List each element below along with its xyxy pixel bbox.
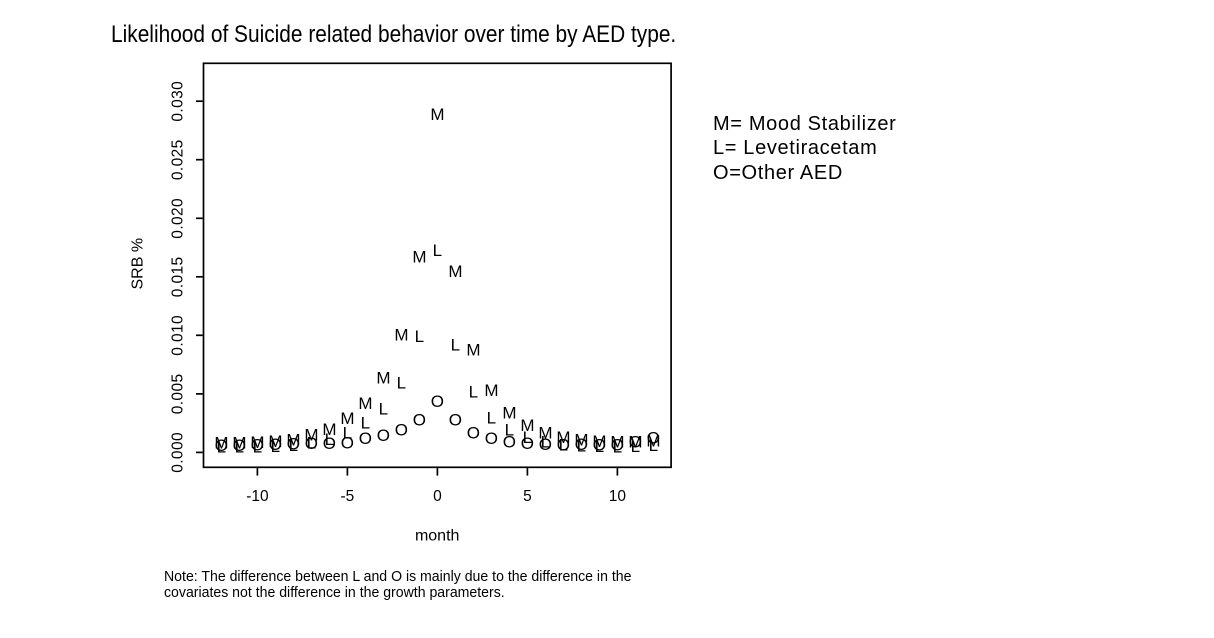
svg-text:M: M — [322, 420, 336, 439]
svg-text:L: L — [235, 438, 244, 457]
svg-text:-10: -10 — [246, 488, 269, 505]
svg-text:O: O — [575, 435, 588, 454]
svg-text:M: M — [250, 433, 264, 452]
svg-text:L: L — [487, 408, 496, 427]
svg-text:M: M — [232, 433, 246, 452]
svg-text:L: L — [253, 437, 262, 456]
svg-text:O: O — [503, 432, 516, 451]
svg-text:O: O — [323, 434, 336, 453]
svg-text:L: L — [505, 420, 514, 439]
svg-text:M: M — [358, 394, 372, 413]
svg-text:M: M — [376, 369, 390, 388]
svg-text:M: M — [412, 247, 426, 266]
svg-text:O: O — [647, 428, 660, 447]
svg-text:O: O — [233, 436, 246, 455]
svg-text:O: O — [485, 429, 498, 448]
svg-text:L: L — [307, 434, 316, 453]
svg-text:O: O — [341, 434, 354, 453]
svg-text:L: L — [523, 428, 532, 447]
svg-text:O: O — [395, 420, 408, 439]
svg-text:O: O — [359, 429, 372, 448]
svg-text:M: M — [448, 262, 462, 281]
svg-text:O: O — [215, 436, 228, 455]
svg-text:0.010: 0.010 — [170, 315, 187, 356]
svg-text:L: L — [541, 433, 550, 452]
svg-text:O: O — [287, 434, 300, 453]
svg-text:M: M — [340, 409, 354, 428]
svg-text:O: O — [629, 432, 642, 451]
svg-text:0: 0 — [433, 488, 442, 505]
svg-text:O: O — [539, 435, 552, 454]
svg-text:M: M — [214, 434, 228, 453]
svg-text:L: L — [415, 327, 424, 346]
svg-text:O: O — [377, 426, 390, 445]
svg-text:O: O — [611, 435, 624, 454]
svg-text:L: L — [649, 436, 658, 455]
svg-text:0.015: 0.015 — [170, 256, 187, 297]
svg-text:10: 10 — [609, 488, 627, 505]
svg-text:O: O — [467, 424, 480, 443]
svg-text:L: L — [631, 437, 640, 456]
svg-text:L: L — [397, 374, 406, 393]
svg-text:M: M — [574, 431, 588, 450]
svg-text:M: M — [502, 404, 516, 423]
svg-text:O: O — [305, 434, 318, 453]
svg-text:L: L — [289, 436, 298, 455]
svg-text:M: M — [556, 428, 570, 447]
svg-text:0.025: 0.025 — [170, 139, 187, 180]
svg-text:0.005: 0.005 — [170, 374, 187, 415]
svg-text:M: M — [538, 424, 552, 443]
svg-text:L: L — [217, 438, 226, 457]
svg-text:M: M — [394, 325, 408, 344]
svg-text:M: M — [304, 425, 318, 444]
svg-text:M: M — [610, 433, 624, 452]
svg-text:M: M — [628, 432, 642, 451]
svg-text:L: L — [271, 437, 280, 456]
svg-text:M: M — [466, 341, 480, 360]
svg-text:L: L — [451, 336, 460, 355]
svg-text:L: L — [577, 437, 586, 456]
svg-text:O: O — [557, 436, 570, 455]
svg-text:L: L — [325, 430, 334, 449]
svg-text:O: O — [431, 392, 444, 411]
svg-text:L: L — [613, 437, 622, 456]
svg-text:0.000: 0.000 — [170, 432, 187, 473]
svg-text:O: O — [521, 434, 534, 453]
svg-text:M: M — [268, 432, 282, 451]
svg-text:month: month — [415, 528, 459, 545]
svg-text:M: M — [484, 381, 498, 400]
svg-text:M: M — [592, 432, 606, 451]
svg-text:O: O — [251, 435, 264, 454]
svg-text:L: L — [559, 435, 568, 454]
svg-text:SRB %: SRB % — [130, 238, 147, 290]
svg-text:0.030: 0.030 — [170, 81, 187, 122]
svg-text:O: O — [269, 435, 282, 454]
svg-text:0.020: 0.020 — [170, 198, 187, 239]
svg-text:M: M — [286, 430, 300, 449]
svg-text:M: M — [430, 105, 444, 124]
svg-text:L: L — [379, 400, 388, 419]
svg-text:O: O — [413, 411, 426, 430]
svg-text:L: L — [469, 383, 478, 402]
svg-text:M: M — [520, 416, 534, 435]
svg-text:L: L — [343, 424, 352, 443]
svg-text:M: M — [646, 432, 660, 451]
svg-text:O: O — [593, 436, 606, 455]
svg-text:-5: -5 — [341, 488, 355, 505]
svg-text:L: L — [361, 414, 370, 433]
svg-text:5: 5 — [523, 488, 532, 505]
svg-text:O: O — [449, 410, 462, 429]
svg-text:L: L — [595, 437, 604, 456]
svg-text:L: L — [433, 241, 442, 260]
